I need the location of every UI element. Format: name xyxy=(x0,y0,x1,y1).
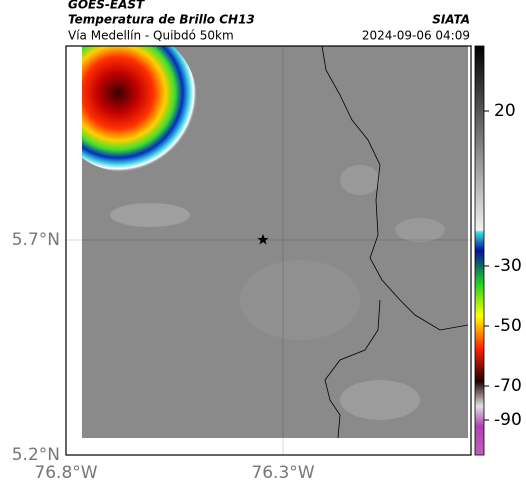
lat-tick-label: 5.7°N xyxy=(12,230,60,250)
source: SIATA xyxy=(432,13,470,27)
border-line xyxy=(321,46,468,331)
timestamp: 2024-09-06 04:09 xyxy=(362,29,470,43)
satellite-name: GOES-EAST xyxy=(68,0,145,12)
satellite-image xyxy=(82,46,468,438)
lon-tick-label: 76.8°W xyxy=(34,463,97,483)
lon-tick-label: 76.3°W xyxy=(251,463,314,483)
colorbar-tick-label: -50 xyxy=(494,316,522,336)
colorbar xyxy=(474,45,485,456)
colorbar-tick-label: -70 xyxy=(494,376,522,396)
map-frame xyxy=(65,45,472,456)
lat-tick-label: 5.2°N xyxy=(12,445,60,465)
colorbar-tick-label: -30 xyxy=(494,256,522,276)
colorbar-tick-label: 20 xyxy=(494,101,516,121)
product-title: Temperatura de Brillo CH13 xyxy=(68,13,255,27)
route: Vía Medellín - Quibdó 50km xyxy=(68,29,234,43)
colorbar-tick-label: -90 xyxy=(494,410,522,430)
border-line xyxy=(324,299,381,438)
location-marker xyxy=(257,234,269,245)
